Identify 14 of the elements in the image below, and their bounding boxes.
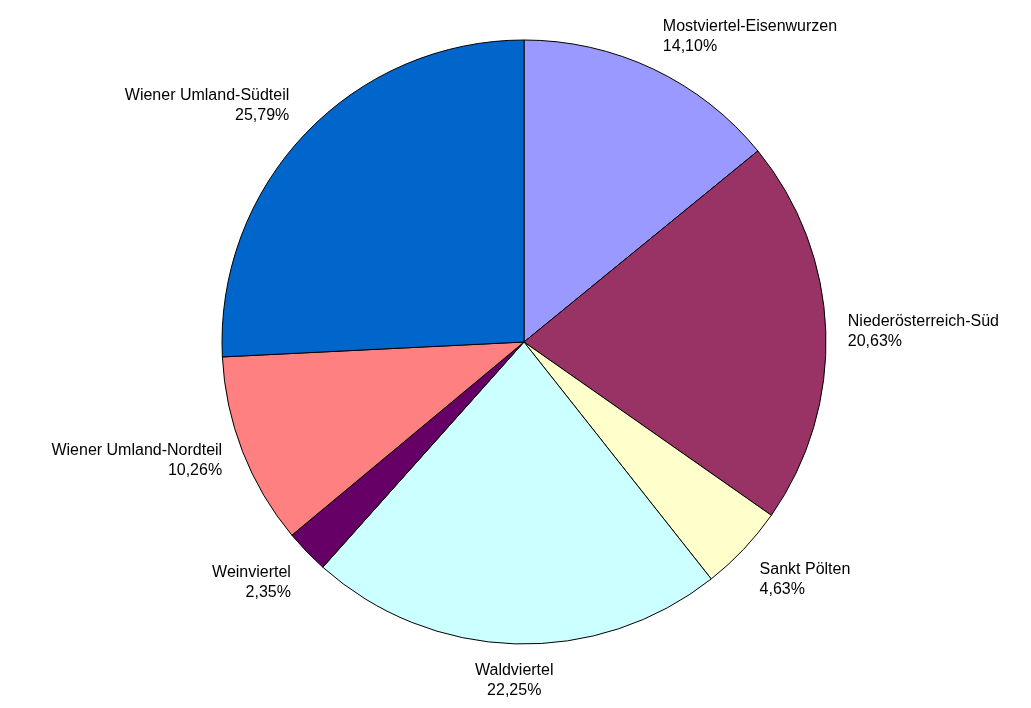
slice-label: Wiener Umland-Südteil [124, 86, 290, 104]
slice-label: Niederösterreich-Süd [847, 311, 999, 329]
slice-label: Weinviertel [212, 562, 291, 580]
slice-label: Waldviertel [474, 661, 554, 679]
data-label: 4,63% [759, 580, 805, 598]
slice-label: Mostviertel-Eisenwurzen [662, 16, 838, 34]
data-label: 14,10% [662, 36, 718, 54]
data-label: 10,26% [167, 461, 223, 479]
slice-label: Sankt Pölten [759, 560, 851, 578]
data-label: 22,25% [487, 681, 542, 699]
data-label: 20,63% [847, 331, 903, 349]
data-label: 2,35% [245, 582, 291, 600]
slice-label: Wiener Umland-Nordteil [51, 441, 223, 459]
data-label: 25,79% [235, 106, 290, 124]
